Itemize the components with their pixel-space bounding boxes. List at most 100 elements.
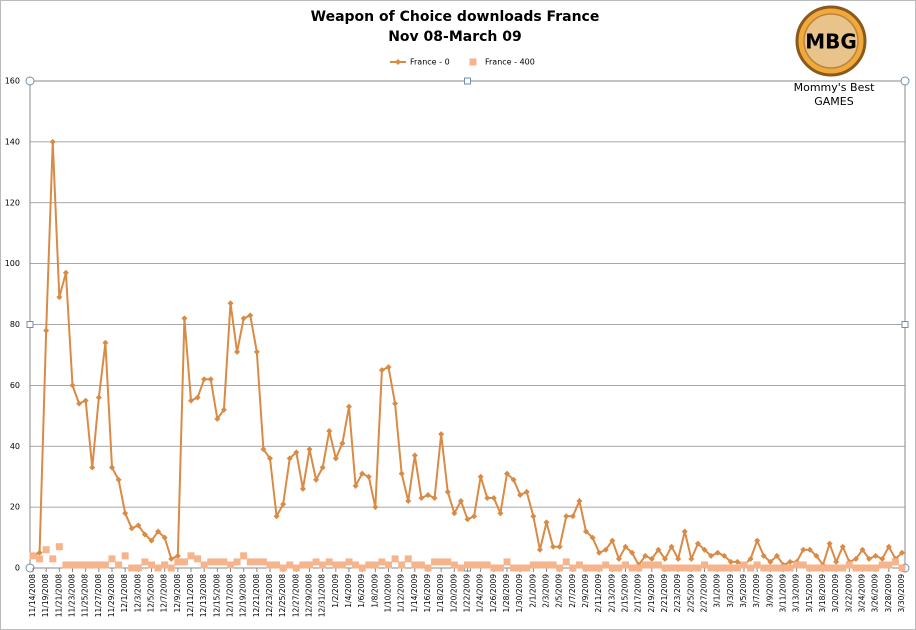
data-point	[437, 558, 445, 566]
y-tick-label: 0	[15, 564, 20, 573]
y-tick-label: 20	[10, 503, 20, 512]
data-point	[819, 564, 827, 572]
x-tick-label: 3/20/2009	[831, 574, 840, 613]
data-point	[82, 561, 90, 569]
data-point	[536, 561, 544, 569]
x-tick-label: 3/22/2009	[844, 574, 853, 613]
data-point	[207, 558, 215, 566]
data-point	[622, 561, 629, 569]
data-point	[273, 561, 281, 569]
data-point	[299, 485, 306, 492]
x-tick-label: 11/29/2008	[107, 574, 116, 617]
data-point	[391, 555, 399, 563]
data-point	[128, 564, 136, 572]
data-point	[247, 312, 254, 319]
data-point	[865, 564, 873, 572]
data-point	[188, 397, 194, 404]
x-tick-label: 12/19/2008	[239, 574, 248, 617]
x-tick-label: 2/1/2009	[528, 574, 537, 608]
data-point	[319, 561, 327, 569]
logo-mark: MBG	[805, 30, 857, 54]
x-tick-label: 1/4/2009	[344, 574, 353, 608]
data-point	[358, 564, 366, 572]
y-tick-label: 160	[5, 77, 20, 86]
data-point	[306, 446, 313, 453]
x-tick-label: 3/11/2009	[779, 574, 788, 613]
x-tick-label: 1/10/2009	[384, 574, 393, 613]
data-point	[780, 564, 787, 572]
y-tick-label: 100	[5, 259, 20, 268]
data-point	[734, 558, 741, 565]
x-tick-label: 2/27/2009	[700, 574, 709, 613]
data-point	[523, 564, 531, 572]
data-point	[194, 555, 202, 563]
data-point	[530, 513, 537, 520]
data-point	[582, 564, 590, 572]
data-point	[899, 549, 905, 556]
data-point	[82, 397, 89, 404]
data-point	[773, 564, 781, 572]
data-point	[891, 558, 899, 566]
data-point	[866, 555, 873, 562]
data-point	[720, 564, 728, 572]
data-point	[885, 543, 892, 550]
data-point	[424, 564, 432, 572]
data-point	[681, 564, 689, 572]
data-point	[839, 564, 847, 572]
legend-marker	[469, 58, 477, 66]
data-point	[425, 491, 431, 498]
data-point	[595, 564, 603, 572]
data-point	[668, 564, 676, 572]
data-point	[49, 555, 57, 563]
data-point	[575, 561, 583, 569]
selection-handle	[901, 321, 909, 328]
data-point	[510, 564, 518, 572]
data-point	[359, 470, 366, 477]
data-point	[497, 510, 504, 517]
data-point	[727, 558, 734, 565]
data-point	[569, 513, 576, 520]
x-tick-label: 1/20/2009	[449, 574, 458, 613]
y-tick-label: 60	[10, 381, 20, 390]
data-point	[596, 549, 603, 556]
data-point	[721, 552, 728, 559]
data-point	[457, 564, 465, 572]
data-point	[766, 564, 774, 572]
x-tick-label: 2/11/2009	[594, 574, 603, 613]
data-point	[733, 564, 741, 572]
legend-label: France - 400	[485, 58, 535, 67]
x-tick-label: 1/14/2009	[410, 574, 419, 613]
x-tick-label: 1/22/2009	[463, 574, 472, 613]
data-point	[95, 394, 102, 401]
data-point	[674, 564, 682, 572]
data-point	[49, 138, 56, 145]
data-point	[181, 315, 188, 322]
data-point	[628, 564, 636, 572]
data-point	[648, 555, 655, 562]
data-point	[517, 491, 524, 498]
data-point	[562, 558, 570, 566]
data-point	[75, 561, 83, 569]
data-point	[793, 561, 801, 569]
data-point	[141, 531, 148, 538]
x-tick-label: 1/16/2009	[423, 574, 432, 613]
x-tick-label: 1/2/2009	[331, 574, 340, 608]
data-point	[266, 561, 274, 569]
data-point	[832, 564, 840, 572]
data-point	[371, 561, 379, 569]
data-point	[385, 561, 392, 569]
data-point	[675, 555, 682, 562]
data-point	[194, 394, 201, 401]
data-point	[240, 552, 248, 560]
data-point	[42, 546, 50, 554]
data-point	[852, 564, 860, 572]
data-point	[471, 513, 478, 520]
data-point	[227, 561, 234, 569]
x-tick-label: 12/21/2008	[252, 574, 261, 617]
data-point	[490, 564, 498, 572]
x-tick-label: 11/23/2008	[68, 574, 77, 617]
data-point	[417, 561, 425, 569]
data-point	[878, 561, 886, 569]
data-point	[161, 534, 168, 541]
x-tick-label: 2/3/2009	[542, 574, 551, 608]
